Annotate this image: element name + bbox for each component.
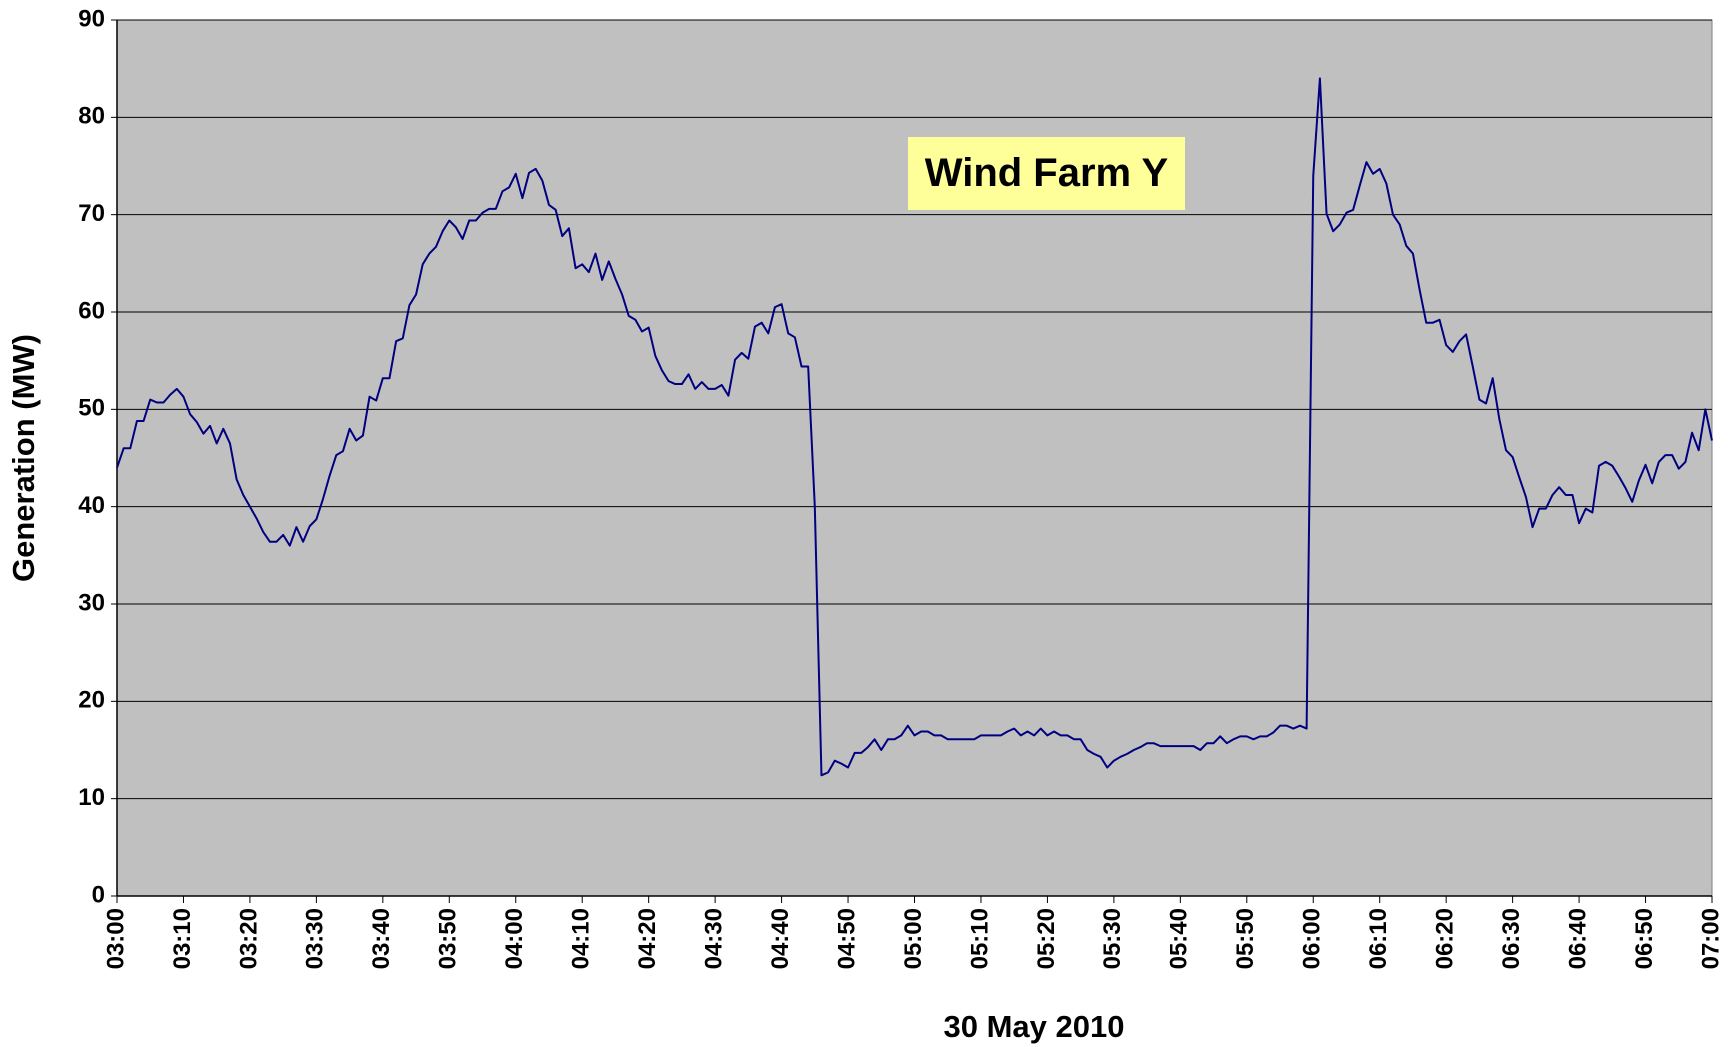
x-tick-label: 04:40 <box>767 908 794 969</box>
x-tick-label: 05:40 <box>1166 908 1193 969</box>
x-tick-label: 03:50 <box>435 908 462 969</box>
x-tick-label: 05:20 <box>1033 908 1060 969</box>
x-tick-label: 06:30 <box>1498 908 1525 969</box>
x-tick-label: 06:40 <box>1564 908 1591 969</box>
y-tick-label: 0 <box>92 881 105 908</box>
x-tick-label: 06:10 <box>1365 908 1392 969</box>
data-line <box>116 77 1713 777</box>
x-tick-label: 06:50 <box>1631 908 1658 969</box>
x-tick-label: 03:30 <box>302 908 329 969</box>
x-tick-label: 04:00 <box>501 908 528 969</box>
y-tick-label: 80 <box>78 103 105 130</box>
y-tick-label: 70 <box>78 200 105 227</box>
y-tick-label: 20 <box>78 687 105 714</box>
x-tick-label: 04:30 <box>700 908 727 969</box>
x-tick-label: 05:10 <box>966 908 993 969</box>
x-tick-label: 03:40 <box>368 908 395 969</box>
x-tick-label: 06:20 <box>1432 908 1459 969</box>
x-tick-label: 03:00 <box>102 908 129 969</box>
annotation-box <box>908 137 1185 210</box>
x-tick-label: 05:50 <box>1232 908 1259 969</box>
x-tick-label: 05:30 <box>1099 908 1126 969</box>
y-tick-label: 30 <box>78 589 105 616</box>
x-axis-title: 30 May 2010 <box>944 1009 1125 1044</box>
x-tick-label: 04:50 <box>833 908 860 969</box>
y-tick-label: 50 <box>78 395 105 422</box>
y-tick-label: 90 <box>78 5 105 32</box>
y-axis-title: Generation (MW) <box>6 334 41 582</box>
y-tick-label: 60 <box>78 297 105 324</box>
y-tick-label: 10 <box>78 784 105 811</box>
x-tick-label: 03:10 <box>169 908 196 969</box>
x-tick-label: 07:00 <box>1697 908 1724 969</box>
x-tick-label: 04:10 <box>568 908 595 969</box>
annotation: Wind Farm Y <box>925 151 1169 195</box>
x-tick-label: 03:20 <box>235 908 262 969</box>
y-tick-label: 40 <box>78 492 105 519</box>
x-tick-label: 04:20 <box>634 908 661 969</box>
x-tick-label: 05:00 <box>900 908 927 969</box>
x-tick-label: 06:00 <box>1299 908 1326 969</box>
